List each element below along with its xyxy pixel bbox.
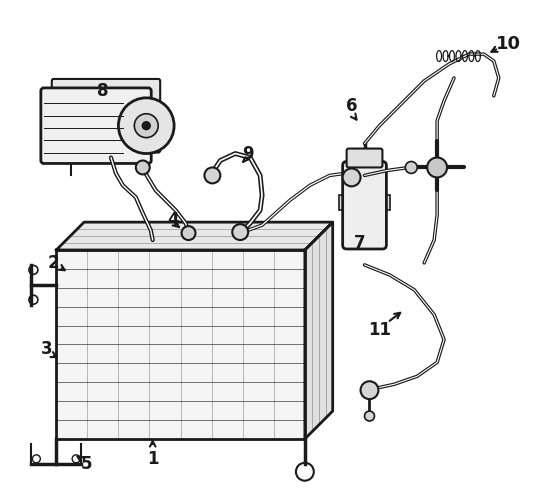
Bar [380,196,390,210]
FancyBboxPatch shape [343,161,386,249]
Text: 6: 6 [346,97,357,115]
Text: 5: 5 [80,455,92,473]
Text: 2: 2 [48,254,59,272]
FancyBboxPatch shape [52,79,160,152]
Circle shape [405,161,417,173]
Text: 9: 9 [242,145,254,162]
Bar [339,196,349,210]
Text: 11: 11 [368,321,391,339]
Circle shape [427,157,447,177]
Circle shape [361,381,379,399]
Circle shape [365,411,375,421]
Circle shape [142,122,150,130]
Text: 8: 8 [97,82,109,100]
FancyBboxPatch shape [347,148,382,167]
Circle shape [134,114,158,138]
Text: 10: 10 [496,35,521,53]
Text: 7: 7 [354,234,365,252]
Polygon shape [305,222,333,439]
Polygon shape [56,222,333,250]
Circle shape [232,224,248,240]
Circle shape [136,160,150,174]
FancyBboxPatch shape [41,88,151,163]
Circle shape [343,168,361,186]
Circle shape [118,98,174,153]
Text: 1: 1 [147,450,158,468]
Circle shape [204,167,220,183]
Text: 3: 3 [40,341,52,358]
Text: 4: 4 [167,211,179,229]
Polygon shape [56,250,305,439]
Circle shape [181,226,195,240]
